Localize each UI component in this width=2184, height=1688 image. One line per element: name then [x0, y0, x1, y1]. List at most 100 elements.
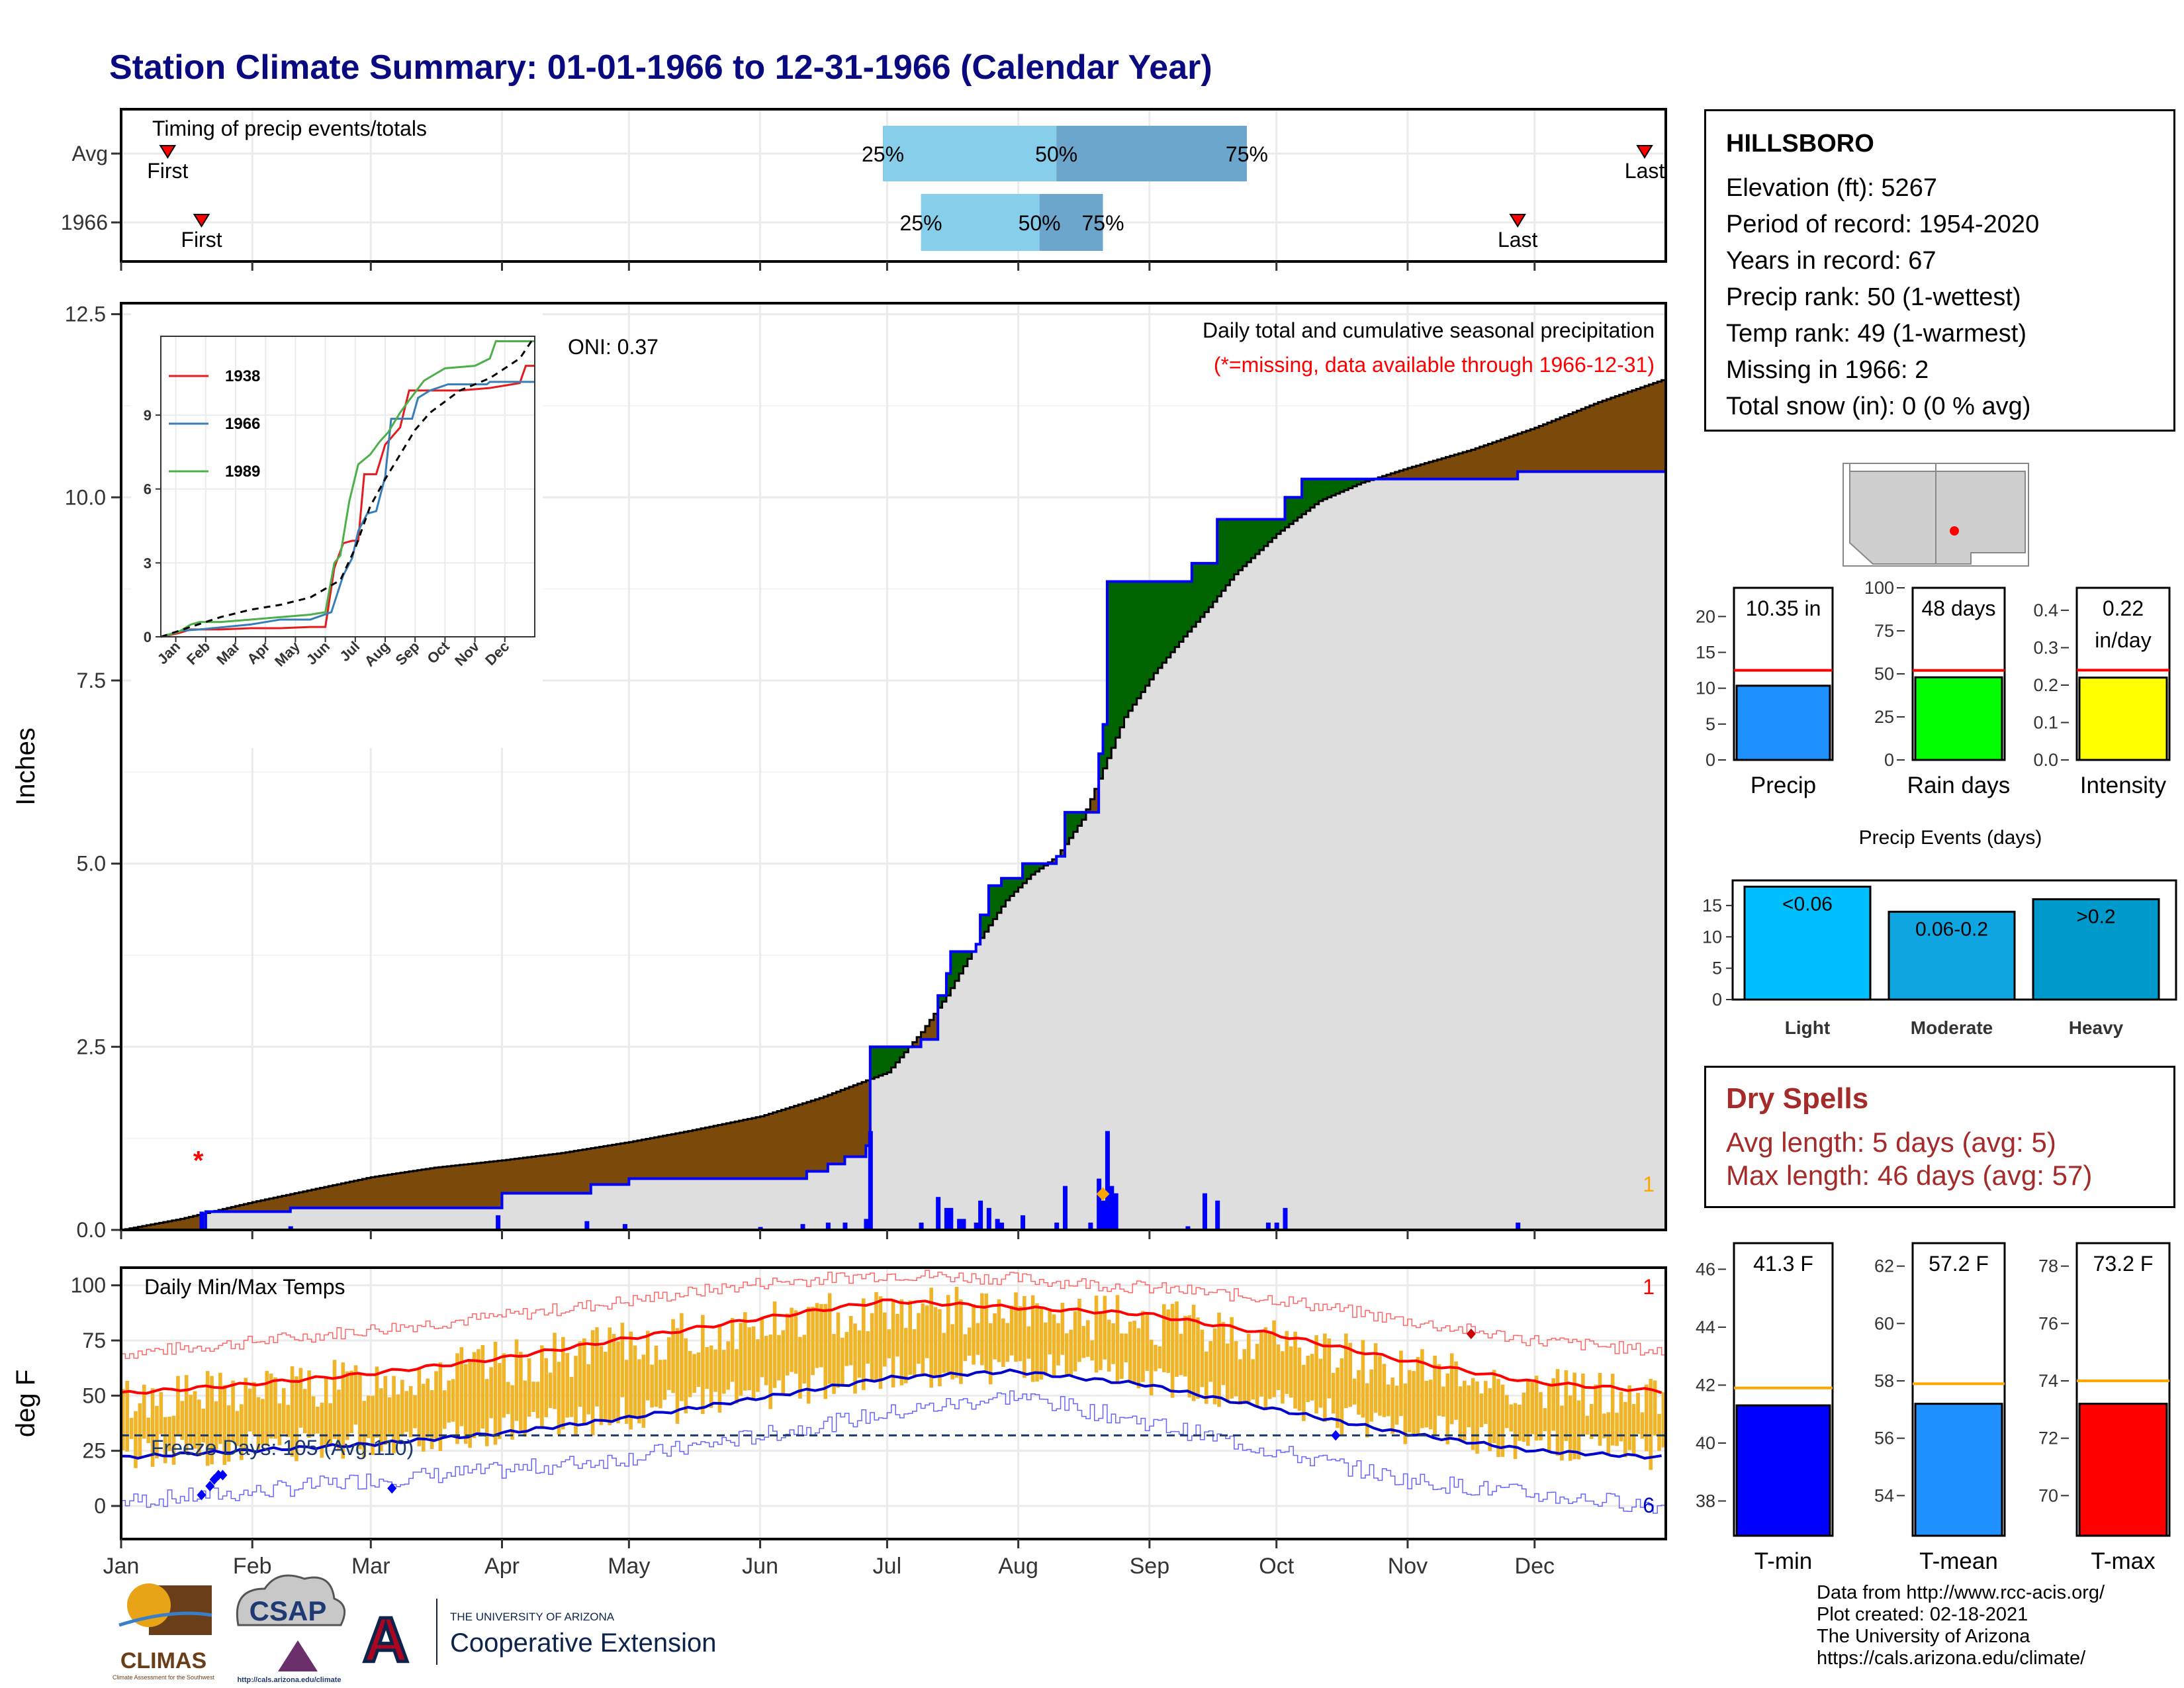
daily-precip-bar	[999, 1222, 1005, 1230]
events-bar	[1743, 885, 1872, 1001]
t-mean-y-tick: 58	[1874, 1371, 1894, 1391]
daily-precip-bar	[1274, 1222, 1279, 1230]
dry-spells-title: Dry Spells	[1726, 1082, 1869, 1115]
station-line: Missing in 1966: 2	[1726, 356, 1929, 384]
t-max-y-tick: 78	[2038, 1256, 2058, 1276]
t-max-value-label: 73.2 F	[2093, 1252, 2154, 1276]
timing-q50-label: 50%	[1035, 142, 1077, 166]
daily-precip-bar	[1109, 1186, 1115, 1230]
daily-precip-bar	[1185, 1226, 1191, 1230]
rain-days-y-tick: 0	[1884, 750, 1894, 770]
events-value-label: >0.2	[2076, 906, 2115, 927]
inset-plot-bg	[161, 336, 535, 637]
station-name: HILLSBORO	[1726, 130, 1874, 158]
ua-big-text: Cooperative Extension	[450, 1628, 716, 1658]
daily-precip-bar	[199, 1211, 205, 1230]
csap-text: CSAP	[250, 1595, 327, 1626]
intensity-y-tick: 0.1	[2033, 712, 2058, 732]
dry-spells-box: Dry Spells Avg length: 5 days (avg: 5) M…	[1704, 1066, 2175, 1208]
count-bottom: 6	[1643, 1493, 1655, 1517]
precip-y-tick: 15	[1696, 643, 1715, 663]
t-max-y-tick: 74	[2038, 1371, 2058, 1391]
footer-line: https://cals.arizona.edu/climate/	[1817, 1648, 2086, 1669]
timing-last-label: Last	[1498, 228, 1538, 252]
events-y-tick: 10	[1702, 927, 1722, 947]
t-min-value-label: 41.3 F	[1753, 1252, 1813, 1276]
timing-row-label: 1966	[61, 211, 108, 234]
footer-line: The University of Arizona	[1817, 1626, 2030, 1647]
t-mean-y-tick: 62	[1874, 1256, 1894, 1276]
daily-precip-bar	[288, 1226, 293, 1230]
ua-logo: A THE UNIVERSITY OF ARIZONA Cooperative Ex…	[361, 1599, 716, 1677]
x-tick-label: Sep	[1130, 1554, 1170, 1579]
precip-panel-subtitle: (*=missing, data available through 1966-…	[1214, 353, 1655, 377]
t-mean-title: T-mean	[1919, 1548, 1998, 1574]
y-tick-label: 0	[94, 1494, 106, 1518]
y-tick-label: 0.0	[77, 1218, 106, 1242]
csap-mountain	[278, 1640, 318, 1671]
t-mean-y-tick: 56	[1874, 1429, 1894, 1448]
x-tick-label: Dec	[1515, 1554, 1555, 1579]
t-max-title: T-max	[2091, 1548, 2156, 1574]
timing-bar-25-50	[921, 194, 1040, 251]
precip-value-label: 10.35 in	[1746, 596, 1821, 620]
rain-days-y-tick: 25	[1874, 707, 1894, 727]
precip-y-tick: 0	[1706, 750, 1715, 770]
timing-last-marker	[1509, 214, 1526, 228]
record-min-marker	[205, 1481, 215, 1491]
events-bar	[2032, 898, 2160, 1001]
station-line: Precip rank: 50 (1-wettest)	[1726, 283, 2021, 311]
events-title: Precip Events (days)	[1859, 827, 2042, 849]
precip-panel-title: Daily total and cumulative seasonal prec…	[1203, 318, 1655, 342]
daily-precip-bar	[584, 1221, 590, 1230]
daily-precip-bar	[1054, 1222, 1060, 1230]
x-tick-label: Aug	[998, 1554, 1038, 1579]
daily-precip-bar	[948, 1207, 954, 1230]
record-max-line	[121, 1270, 1666, 1359]
rain-days-y-tick: 100	[1864, 578, 1894, 598]
record-min-marker	[387, 1483, 397, 1494]
temp-panel-border	[120, 1266, 1667, 1540]
average-cumulative-line	[121, 379, 1666, 1231]
csap-url: http://cals.arizona.edu/climate	[237, 1676, 341, 1684]
y-axis-title: Inches	[11, 727, 40, 806]
station-line: Total snow (in): 0 (0 % avg)	[1726, 393, 2031, 420]
daily-precip-bar	[995, 1219, 1000, 1230]
page-title: Station Climate Summary: 01-01-1966 to 1…	[109, 48, 1212, 87]
t-min-y-tick: 44	[1696, 1317, 1715, 1337]
y-tick-label: 12.5	[65, 303, 106, 326]
footer-credits: Data from http://www.rcc-acis.org/ Plot …	[1817, 1582, 2105, 1669]
inset-y-tick: 9	[144, 407, 152, 424]
dry-spells-avg: Avg length: 5 days (avg: 5)	[1726, 1127, 2056, 1158]
daily-precip-bar	[978, 1200, 983, 1230]
record-min-marker	[197, 1489, 206, 1501]
timing-panel-border	[120, 108, 1667, 263]
station-line: Elevation (ft): 5267	[1726, 174, 1937, 202]
intensity-y-tick: 0.0	[2033, 750, 2058, 770]
timing-q50-label: 50%	[1019, 211, 1061, 235]
events-y-tick: 5	[1712, 959, 1722, 978]
temp-panel-title: Daily Min/Max Temps	[144, 1275, 345, 1299]
inset-legend-label: 1938	[225, 367, 260, 385]
new-mexico-shape	[1935, 471, 2026, 565]
intensity-title: Intensity	[2080, 773, 2167, 798]
timing-last-label: Last	[1625, 159, 1665, 183]
t-min-bar	[1735, 1404, 1831, 1537]
precip-title: Precip	[1751, 773, 1816, 798]
t-min-y-tick: 38	[1696, 1491, 1715, 1511]
daily-precip-bar	[957, 1219, 962, 1230]
x-tick-label: Apr	[484, 1554, 520, 1579]
y-tick-label: 100	[71, 1274, 106, 1297]
t-max-bar	[2078, 1403, 2168, 1537]
intensity-bar	[2078, 677, 2168, 761]
station-line: Temp rank: 49 (1-warmest)	[1726, 320, 2027, 348]
daily-precip-bar	[1097, 1178, 1102, 1230]
precip-y-tick: 20	[1696, 606, 1715, 626]
precip-bar	[1735, 684, 1831, 761]
t-min-y-tick: 42	[1696, 1375, 1715, 1395]
intensity-y-tick: 0.4	[2033, 600, 2058, 620]
count-top: 1	[1643, 1275, 1655, 1299]
climas-text: CLIMAS	[120, 1648, 206, 1673]
daily-precip-bar	[1105, 1131, 1110, 1230]
